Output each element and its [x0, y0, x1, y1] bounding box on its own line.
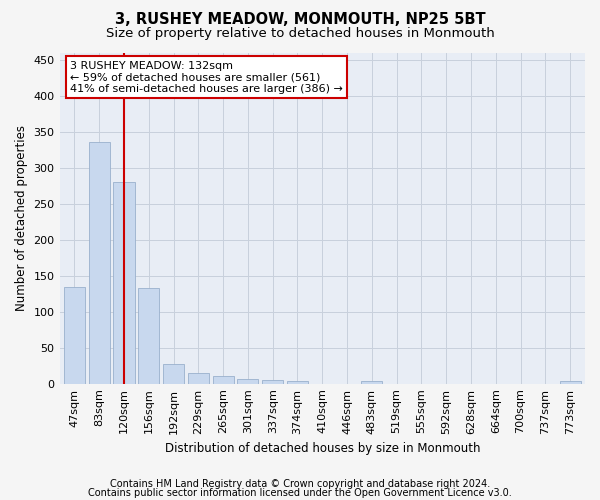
- Y-axis label: Number of detached properties: Number of detached properties: [15, 125, 28, 311]
- Bar: [287, 381, 308, 384]
- Text: 3, RUSHEY MEADOW, MONMOUTH, NP25 5BT: 3, RUSHEY MEADOW, MONMOUTH, NP25 5BT: [115, 12, 485, 28]
- Text: Contains public sector information licensed under the Open Government Licence v3: Contains public sector information licen…: [88, 488, 512, 498]
- Bar: [138, 288, 160, 384]
- Bar: [188, 373, 209, 384]
- Bar: [361, 381, 382, 384]
- Bar: [163, 364, 184, 384]
- Text: Contains HM Land Registry data © Crown copyright and database right 2024.: Contains HM Land Registry data © Crown c…: [110, 479, 490, 489]
- Bar: [89, 142, 110, 384]
- Text: Size of property relative to detached houses in Monmouth: Size of property relative to detached ho…: [106, 28, 494, 40]
- Bar: [238, 380, 259, 384]
- Bar: [113, 182, 134, 384]
- Text: 3 RUSHEY MEADOW: 132sqm
← 59% of detached houses are smaller (561)
41% of semi-d: 3 RUSHEY MEADOW: 132sqm ← 59% of detache…: [70, 61, 343, 94]
- Bar: [560, 381, 581, 384]
- Bar: [212, 376, 233, 384]
- Bar: [262, 380, 283, 384]
- Bar: [64, 287, 85, 384]
- X-axis label: Distribution of detached houses by size in Monmouth: Distribution of detached houses by size …: [164, 442, 480, 455]
